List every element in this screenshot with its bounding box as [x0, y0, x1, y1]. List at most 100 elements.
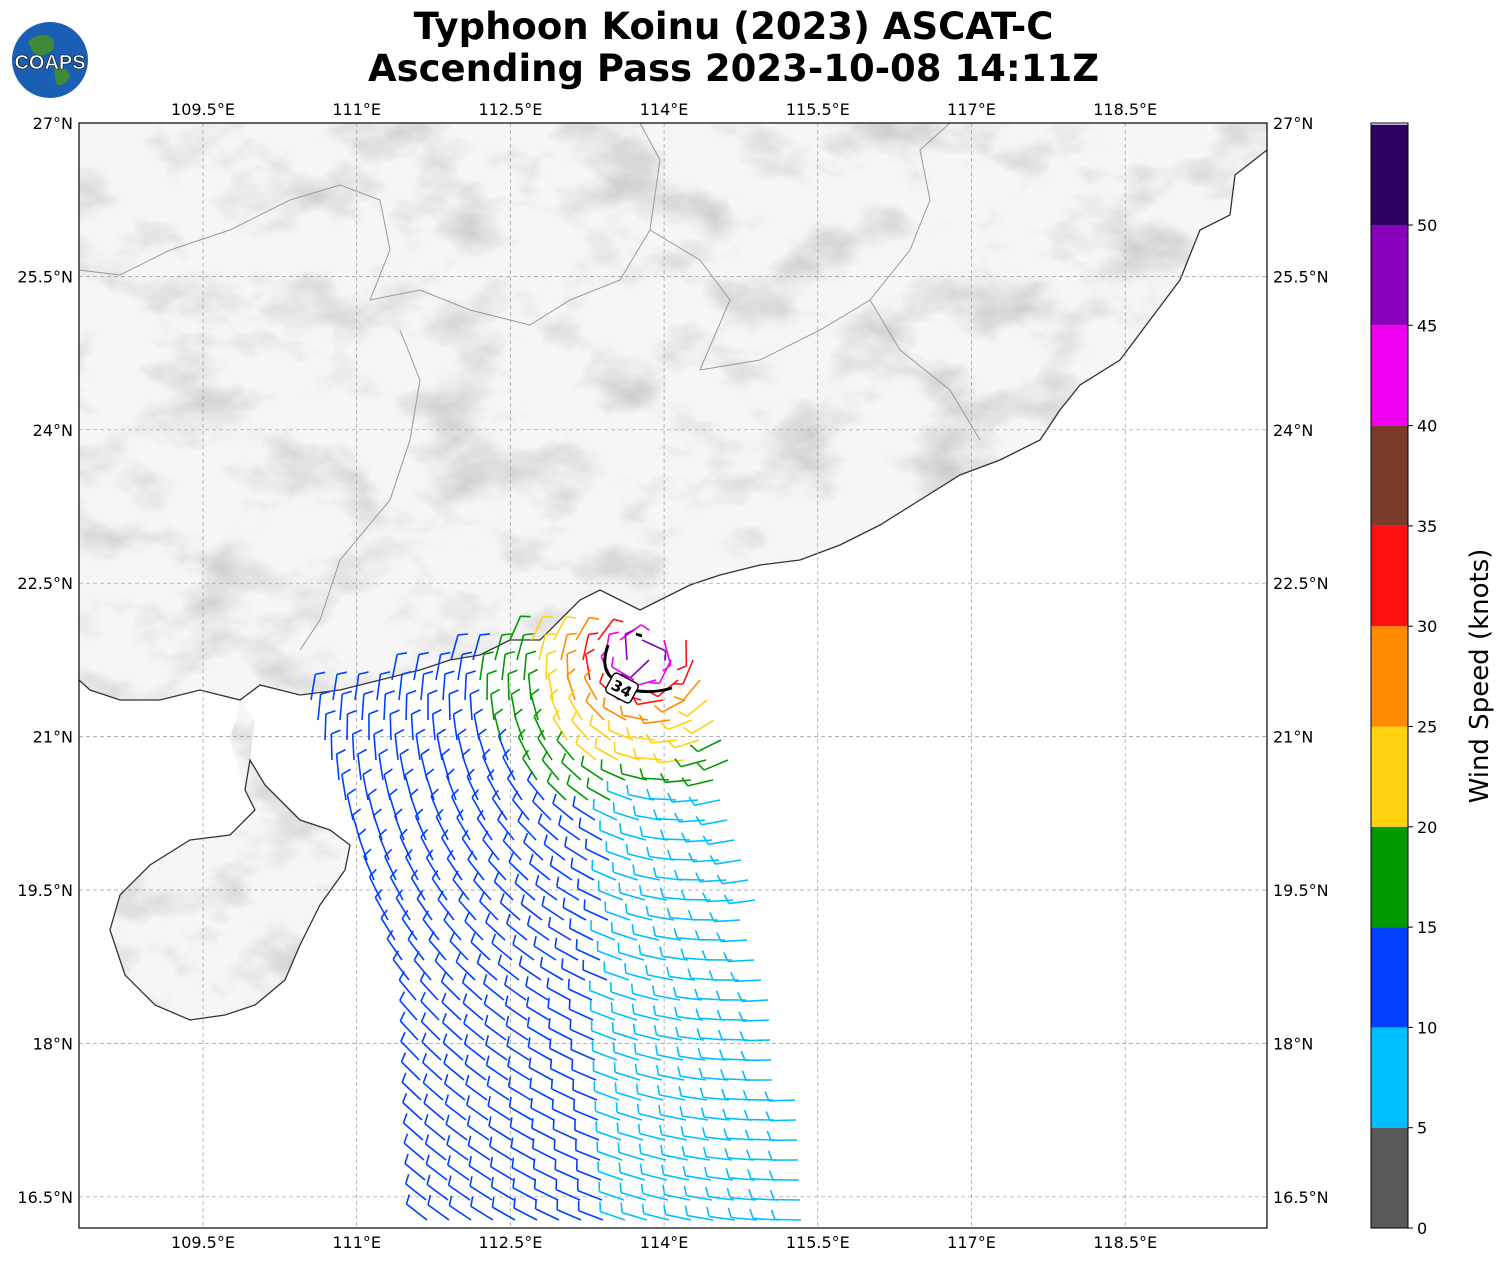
wind-barb [426, 1174, 449, 1201]
wind-barb [443, 1073, 466, 1101]
wind-barb [450, 788, 464, 821]
colorbar-tick-label: 0 [1417, 1219, 1427, 1238]
wind-barb [659, 1124, 688, 1141]
wind-barb [716, 874, 749, 885]
wind-barb [448, 1195, 472, 1221]
lon-tick-label-bottom: 111°E [332, 1233, 381, 1252]
wind-barb [619, 763, 648, 781]
colorbar-tick-label: 20 [1417, 818, 1437, 837]
wind-barb [549, 688, 561, 721]
wind-barb [413, 950, 432, 981]
wind-barb [599, 1201, 626, 1221]
wind-barb [405, 689, 417, 721]
wind-barb [681, 1145, 711, 1161]
wind-barb [470, 932, 491, 961]
wind-barb [486, 669, 498, 701]
lon-tick-label-bottom: 109.5°E [171, 1233, 235, 1252]
wind-barb [562, 897, 587, 921]
wind-barb [589, 1000, 616, 1021]
wind-barb [608, 720, 634, 741]
wind-barb [553, 1139, 579, 1161]
wind-barb [638, 714, 671, 725]
wind-barb [351, 729, 363, 761]
wind-barb [617, 1142, 645, 1161]
wind-barb [491, 933, 513, 961]
wind-barb [638, 885, 668, 901]
wind-barb [566, 774, 589, 801]
wind-barb [593, 1081, 620, 1101]
wind-barb [523, 832, 544, 861]
wind-barb [467, 1135, 491, 1161]
wind-barb [520, 894, 543, 921]
wind-barb [749, 1208, 780, 1221]
colorbar-tick-label: 15 [1417, 918, 1437, 937]
wind-barb [676, 1046, 706, 1061]
wind-barb [531, 615, 554, 641]
wind-barb [620, 1202, 648, 1221]
wind-barb [456, 809, 471, 841]
wind-barb [582, 959, 608, 981]
wind-barb [597, 618, 624, 641]
lon-tick-label-bottom: 115.5°E [786, 1233, 850, 1252]
wind-barb [466, 1115, 490, 1141]
wind-barb [533, 1178, 559, 1201]
wind-barb [373, 729, 384, 761]
wind-barb [444, 1094, 467, 1121]
wind-barb [590, 920, 616, 941]
colorbar-tick-label: 35 [1417, 517, 1437, 536]
wind-barb [442, 670, 455, 701]
wind-barb [357, 748, 368, 781]
wind-barb [697, 1047, 728, 1061]
colorbar-segment [1371, 1127, 1408, 1228]
wind-barb [716, 932, 748, 943]
wind-barb [768, 1170, 800, 1181]
wind-barb [431, 869, 448, 901]
wind-barb [645, 964, 674, 981]
wind-barb [723, 894, 756, 905]
wind-barb [547, 997, 572, 1021]
wind-barb [631, 1003, 660, 1021]
wind-barb [354, 671, 369, 701]
wind-barb [666, 966, 696, 981]
wind-barb [462, 993, 484, 1021]
wind-barb [529, 853, 551, 881]
wind-barb [701, 1127, 732, 1141]
wind-barb [658, 1104, 687, 1121]
wind-barb [533, 936, 557, 961]
wind-barb [374, 889, 389, 921]
wind-barb [534, 1198, 560, 1221]
wind-barb [539, 956, 564, 981]
wind-barb [575, 1160, 602, 1181]
wind-barb [560, 632, 578, 661]
wind-barb [586, 777, 611, 801]
wind-barb [513, 1197, 538, 1221]
wind-barb [543, 834, 566, 861]
wind-barb [506, 1036, 530, 1061]
wind-barb [625, 726, 656, 741]
wind-barb [511, 790, 530, 821]
hainan-coastline [109, 758, 351, 1021]
wind-barb [533, 708, 546, 741]
colorbar-tick-label: 25 [1417, 718, 1437, 737]
wind-barb [660, 1144, 689, 1161]
wind-barb [614, 1082, 642, 1101]
wind-barb [598, 1181, 625, 1201]
lon-tick-label-bottom: 114°E [640, 1233, 689, 1252]
wind-barb [550, 1078, 576, 1101]
wind-barb [421, 1032, 442, 1061]
wind-barb [400, 1052, 421, 1081]
wind-barb [457, 651, 473, 681]
wind-barb [638, 1143, 667, 1161]
wind-barb [441, 748, 451, 781]
wind-barb [479, 651, 494, 681]
lat-tick-label-left: 18°N [33, 1034, 73, 1053]
wind-barb [486, 769, 501, 801]
wind-barb [652, 925, 682, 941]
wind-barb [591, 859, 617, 881]
wind-barb [507, 1076, 532, 1101]
wind-barb [373, 808, 383, 841]
wind-barb [592, 1061, 619, 1081]
wind-barb [485, 912, 506, 941]
wind-barb [425, 768, 435, 801]
wind-barb [413, 651, 429, 681]
